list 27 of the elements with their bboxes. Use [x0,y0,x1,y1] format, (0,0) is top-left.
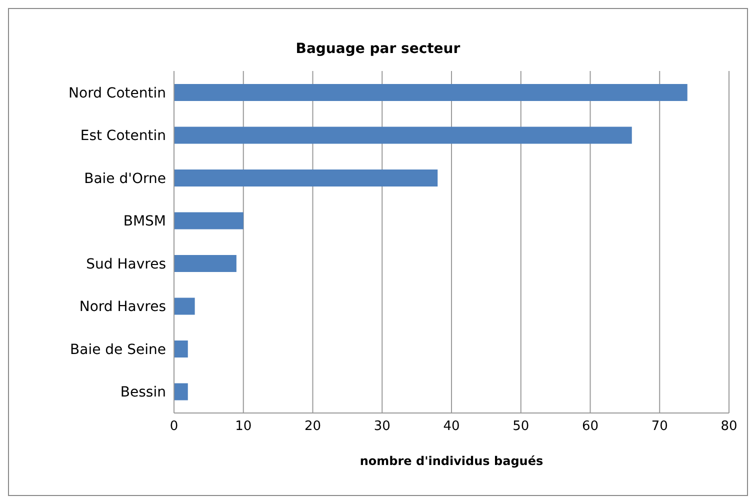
bar [174,170,438,186]
x-tick-label: 60 [582,419,599,434]
x-tick-label: 0 [170,419,178,434]
bar [174,126,632,144]
x-tick-label: 20 [304,419,322,434]
bar [174,84,688,101]
x-tick-label: 10 [235,419,252,434]
y-tick-label: Baie de Seine [70,342,166,358]
y-tick-label: BMSM [123,214,166,230]
y-tick-label: Bessin [120,384,166,401]
bar [174,340,188,358]
y-tick-label: Est Cotentin [80,128,166,144]
y-tick-label: Nord Havres [79,299,166,316]
bar [174,298,195,315]
chart-title: Baguage par secteur [294,41,462,57]
x-tick-label: 70 [651,419,668,434]
x-tick-label: 30 [374,419,390,434]
bar [174,383,188,400]
x-axis-title: nombre d'individus bagués [360,454,544,468]
y-tick-label: Sud Havres [86,256,166,272]
bar [174,212,244,230]
x-tick-label: 40 [443,419,460,434]
bar [174,255,236,272]
y-tick-label: Baie d'Orne [84,170,166,187]
x-tick-label: 50 [512,419,530,434]
x-tick-label: 80 [720,419,738,434]
y-tick-label: Nord Cotentin [68,85,166,102]
